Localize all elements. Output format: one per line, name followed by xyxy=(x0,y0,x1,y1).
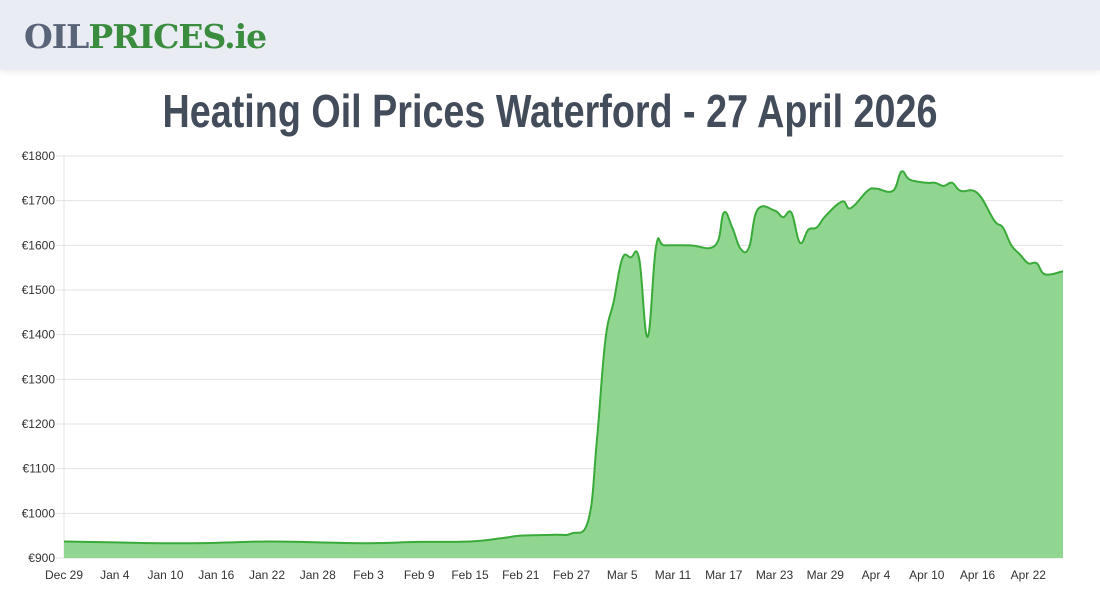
x-tick-label: Mar 29 xyxy=(807,568,845,582)
x-tick-label: Jan 10 xyxy=(147,568,183,582)
price-area-fill xyxy=(64,171,1063,558)
y-tick-label: €1700 xyxy=(22,194,56,208)
x-tick-label: Feb 9 xyxy=(404,568,435,582)
logo-oil-text: OIL xyxy=(24,17,89,56)
price-line xyxy=(63,170,1064,545)
y-tick-label: €1100 xyxy=(23,462,56,476)
y-tick-label: €1000 xyxy=(22,506,56,520)
x-tick-label: Apr 22 xyxy=(1011,568,1047,582)
x-tick-label: Mar 17 xyxy=(705,568,743,582)
page-title: Heating Oil Prices Waterford - 27 April … xyxy=(162,85,938,137)
x-tick-label: Jan 28 xyxy=(300,568,336,582)
x-tick-label: Apr 10 xyxy=(909,568,945,582)
y-axis-ticks: €900 €1000 €1100 €1200 €1300 €1400 €1500 €1600 €… xyxy=(22,149,56,565)
x-axis-ticks: Dec 29 Jan 4 Jan 10 Jan 16 Jan 22 Jan 28 Feb 3… xyxy=(45,568,1046,582)
y-tick-label: €1300 xyxy=(22,372,56,386)
x-tick-label: Mar 5 xyxy=(607,568,638,582)
x-tick-label: Apr 4 xyxy=(862,568,891,582)
y-tick-label: €1400 xyxy=(22,328,56,342)
x-tick-label: Mar 11 xyxy=(655,568,692,582)
y-tick-label: €1600 xyxy=(22,238,56,252)
y-tick-label: €900 xyxy=(28,551,55,565)
x-tick-label: Apr 16 xyxy=(960,568,996,582)
x-tick-label: Feb 27 xyxy=(553,568,591,582)
logo-prices-text: PRICES.ie xyxy=(88,17,267,56)
y-tick-label: €1500 xyxy=(22,283,56,297)
x-tick-label: Mar 23 xyxy=(756,568,794,582)
x-tick-label: Jan 16 xyxy=(198,568,234,582)
y-tick-label: €1800 xyxy=(22,149,56,163)
x-tick-label: Dec 29 xyxy=(45,568,83,582)
x-tick-label: Feb 21 xyxy=(502,568,540,582)
site-header: OILPRICES.ie xyxy=(0,0,1100,70)
x-tick-label: Feb 15 xyxy=(451,568,489,582)
x-tick-label: Jan 22 xyxy=(249,568,285,582)
y-tick-label: €1200 xyxy=(22,417,56,431)
x-tick-label: Jan 4 xyxy=(100,568,130,582)
x-tick-label: Feb 3 xyxy=(353,568,384,582)
site-logo[interactable]: OILPRICES.ie xyxy=(24,15,267,59)
